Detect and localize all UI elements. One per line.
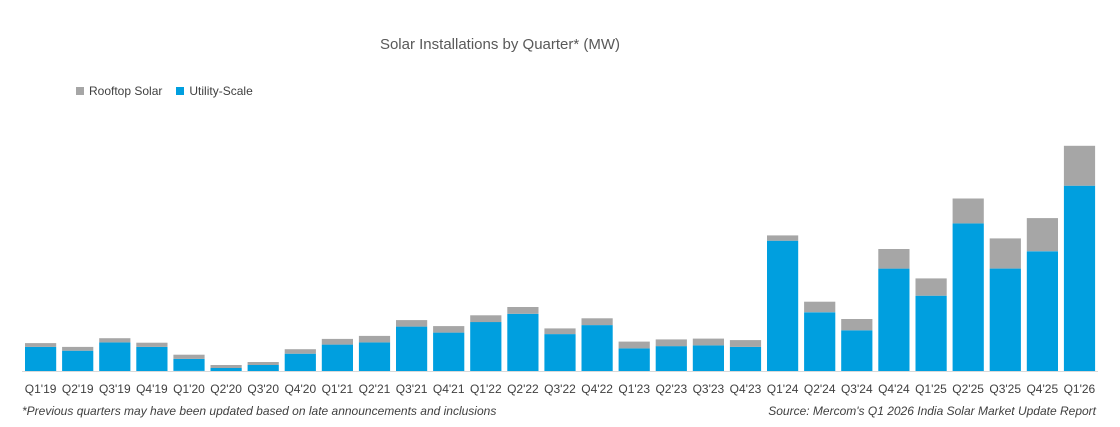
x-tick-label: Q4'23 (730, 382, 762, 396)
bar-rooftop-solar (99, 338, 131, 343)
x-tick-label: Q2'24 (804, 382, 836, 396)
bar-rooftop-solar (358, 335, 391, 343)
bar-utility-scale (396, 326, 428, 371)
x-tick-label: Q3'20 (247, 382, 279, 396)
bar-utility-scale (729, 346, 762, 371)
bar-utility-scale (989, 268, 1021, 371)
bar-utility-scale (767, 240, 799, 371)
bar-utility-scale (433, 332, 465, 371)
bar-rooftop-solar (396, 320, 428, 327)
x-tick-label: Q1'23 (618, 382, 650, 396)
bar-rooftop-solar (804, 301, 836, 313)
bar-rooftop-solar (544, 328, 576, 335)
bar-utility-scale (915, 295, 947, 371)
x-tick-label: Q3'21 (396, 382, 428, 396)
bar-rooftop-solar (210, 365, 242, 368)
bar-rooftop-solar (1063, 145, 1096, 186)
legend-item-rooftop: Rooftop Solar (76, 84, 162, 98)
bar-rooftop-solar (507, 307, 539, 314)
legend-swatch-utility (176, 87, 185, 95)
x-tick-label: Q4'24 (878, 382, 910, 396)
x-tick-label: Q3'19 (99, 382, 131, 396)
x-tick-label: Q1'19 (25, 382, 57, 396)
legend-label-utility: Utility-Scale (189, 84, 253, 98)
x-tick-label: Q4'25 (1026, 382, 1058, 396)
bar-utility-scale (358, 342, 391, 371)
bar-rooftop-solar (247, 362, 279, 365)
bar-rooftop-solar (321, 338, 353, 345)
bar-utility-scale (1026, 251, 1058, 371)
x-tick-label: Q1'25 (915, 382, 947, 396)
bar-rooftop-solar (173, 354, 205, 359)
bar-utility-scale (692, 345, 724, 371)
x-tick-label: Q3'23 (693, 382, 725, 396)
bar-utility-scale (470, 322, 502, 371)
bar-rooftop-solar (284, 349, 316, 354)
x-tick-label: Q4'22 (581, 382, 613, 396)
bar-rooftop-solar (62, 346, 94, 351)
footnote: *Previous quarters may have been updated… (22, 404, 497, 418)
bar-utility-scale (581, 325, 613, 371)
bar-rooftop-solar (470, 315, 502, 323)
bar-utility-scale (62, 350, 94, 371)
bar-utility-scale (99, 342, 131, 371)
x-tick-label: Q2'25 (952, 382, 984, 396)
bar-rooftop-solar (136, 342, 168, 347)
x-tick-label: Q3'24 (841, 382, 873, 396)
stacked-bar-chart: Q1'19 Q2'19 Q3'19 Q4'19 Q1'20 Q2'20 Q3'20 Q4'20… (22, 145, 1098, 396)
bar-rooftop-solar (915, 278, 947, 296)
x-tick-label: Q2'23 (655, 382, 687, 396)
x-tick-label: Q1'24 (767, 382, 799, 396)
bar-utility-scale (804, 312, 836, 371)
bar-rooftop-solar (618, 341, 650, 349)
bar-utility-scale (321, 344, 353, 371)
bar-utility-scale (507, 313, 539, 371)
bar-rooftop-solar (989, 238, 1021, 269)
x-tick-label: Q3'22 (544, 382, 576, 396)
bar-rooftop-solar (433, 326, 465, 333)
bar-rooftop-solar (1026, 218, 1058, 252)
x-tick-label: Q4'20 (284, 382, 316, 396)
bar-utility-scale (618, 348, 650, 371)
bar-rooftop-solar (729, 340, 762, 347)
bar-rooftop-solar (767, 235, 799, 241)
x-tick-label: Q1'26 (1064, 382, 1096, 396)
bar-utility-scale (841, 330, 873, 371)
bar-utility-scale (173, 358, 205, 371)
x-tick-label: Q2'20 (210, 382, 242, 396)
bar-utility-scale (25, 346, 57, 371)
bar-rooftop-solar (655, 339, 687, 347)
x-tick-label: Q1'21 (322, 382, 354, 396)
x-tick-label: Q4'19 (136, 382, 168, 396)
bar-utility-scale (655, 346, 687, 371)
x-tick-label: Q1'22 (470, 382, 502, 396)
bar-utility-scale (247, 365, 279, 371)
bar-utility-scale (210, 368, 242, 371)
bar-rooftop-solar (692, 338, 724, 346)
bar-utility-scale (136, 346, 168, 371)
x-tick-label: Q4'21 (433, 382, 465, 396)
x-tick-label: Q2'19 (62, 382, 94, 396)
bar-rooftop-solar (581, 318, 613, 326)
legend-swatch-rooftop (76, 87, 84, 95)
bar-utility-scale (544, 334, 576, 371)
x-tick-label: Q2'22 (507, 382, 539, 396)
bar-rooftop-solar (841, 319, 873, 331)
source-note: Source: Mercom's Q1 2026 India Solar Mar… (768, 404, 1096, 418)
x-tick-label: Q3'25 (989, 382, 1021, 396)
bar-rooftop-solar (952, 198, 984, 224)
bar-utility-scale (284, 353, 316, 371)
bar-utility-scale (878, 268, 910, 371)
chart-title: Solar Installations by Quarter* (MW) (379, 36, 621, 53)
x-tick-label: Q2'21 (359, 382, 391, 396)
bar-utility-scale (952, 223, 984, 371)
legend-label-rooftop: Rooftop Solar (89, 84, 163, 98)
bar-rooftop-solar (878, 249, 910, 269)
bar-utility-scale (1063, 185, 1096, 371)
bar-rooftop-solar (25, 343, 57, 347)
x-tick-label: Q1'20 (173, 382, 205, 396)
legend-item-utility: Utility-Scale (176, 84, 253, 98)
chart-legend: Rooftop Solar Utility-Scale (76, 84, 267, 98)
